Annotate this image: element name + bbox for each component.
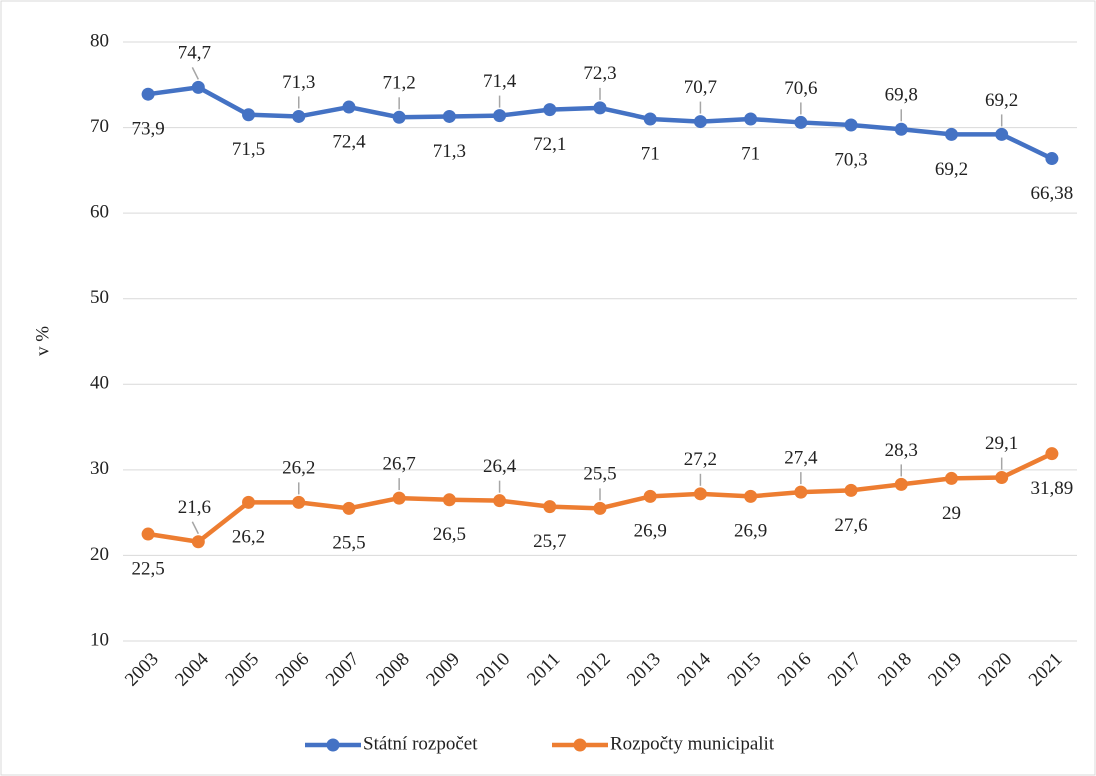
y-tick-label: 30 [90,458,109,479]
point [141,527,155,541]
point [894,477,908,491]
data-label: 72,3 [583,63,616,84]
point [693,487,707,501]
data-label: 26,4 [483,456,517,477]
y-tick-label: 10 [90,629,109,650]
point [342,501,356,515]
data-label: 71,3 [282,72,315,93]
point [744,112,758,126]
point [141,87,155,101]
data-label: 25,5 [583,464,616,485]
data-label: 71,4 [483,71,517,92]
data-label: 70,3 [834,149,867,170]
point [593,101,607,115]
point [1045,447,1059,461]
legend: Státní rozpočet Rozpočty municipalit [305,733,775,754]
point [995,471,1009,485]
leader-line [191,521,199,535]
data-label: 25,5 [332,533,365,554]
point [794,485,808,499]
data-label: 26,9 [634,521,667,542]
data-label: 70,6 [784,78,817,99]
legend-label: Rozpočty municipalit [610,733,775,754]
data-label: 29,1 [985,433,1018,454]
point [944,127,958,141]
point [744,489,758,503]
point [543,500,557,514]
legend-marker [573,738,587,752]
data-label: 25,7 [533,531,566,552]
data-label: 71,5 [232,139,265,160]
point [292,109,306,123]
point [242,495,256,509]
point [944,471,958,485]
data-label: 22,5 [131,558,164,579]
y-tick-label: 40 [90,373,109,394]
data-label: 72,1 [533,134,566,155]
data-label: 27,6 [834,515,867,536]
legend-label: Státní rozpočet [363,733,478,754]
data-label: 69,2 [985,90,1018,111]
data-label: 26,5 [433,524,466,545]
point [995,127,1009,141]
point [844,483,858,497]
point [392,491,406,505]
point [392,110,406,124]
point [342,100,356,114]
point [643,489,657,503]
point [894,122,908,136]
data-label: 74,7 [178,43,211,64]
point [1045,152,1059,166]
point [242,108,256,122]
point [292,495,306,509]
data-label: 31,89 [1031,478,1074,499]
data-label: 71 [741,143,760,164]
point [191,80,205,94]
y-tick-label: 60 [90,202,109,223]
data-label: 70,7 [684,77,717,98]
y-tick-label: 70 [90,116,109,137]
data-label: 29 [942,503,961,524]
point [693,115,707,129]
data-label: 28,3 [885,440,918,461]
data-label: 73,9 [131,119,164,140]
data-label: 27,4 [784,447,818,468]
data-label: 26,7 [383,453,416,474]
data-label: 26,2 [282,458,315,479]
y-axis-label: v % [32,326,53,356]
y-tick-label: 80 [90,30,109,51]
data-label: 27,2 [684,449,717,470]
y-tick-label: 50 [90,287,109,308]
data-label: 69,8 [885,85,918,106]
point [794,115,808,129]
data-label: 69,2 [935,159,968,180]
point [593,501,607,515]
point [643,112,657,126]
point [442,493,456,507]
point [191,535,205,549]
legend-marker [326,738,340,752]
data-label: 72,4 [332,131,366,152]
leader-line [191,67,199,80]
data-label: 21,6 [178,497,211,518]
point [844,118,858,132]
data-label: 71,2 [383,73,416,94]
data-label: 66,38 [1031,183,1074,204]
data-label: 71,3 [433,141,466,162]
y-tick-label: 20 [90,544,109,565]
point [442,109,456,123]
data-label: 71 [641,143,660,164]
point [543,103,557,117]
data-label: 26,9 [734,521,767,542]
data-label: 26,2 [232,527,265,548]
point [493,109,507,123]
point [493,494,507,508]
